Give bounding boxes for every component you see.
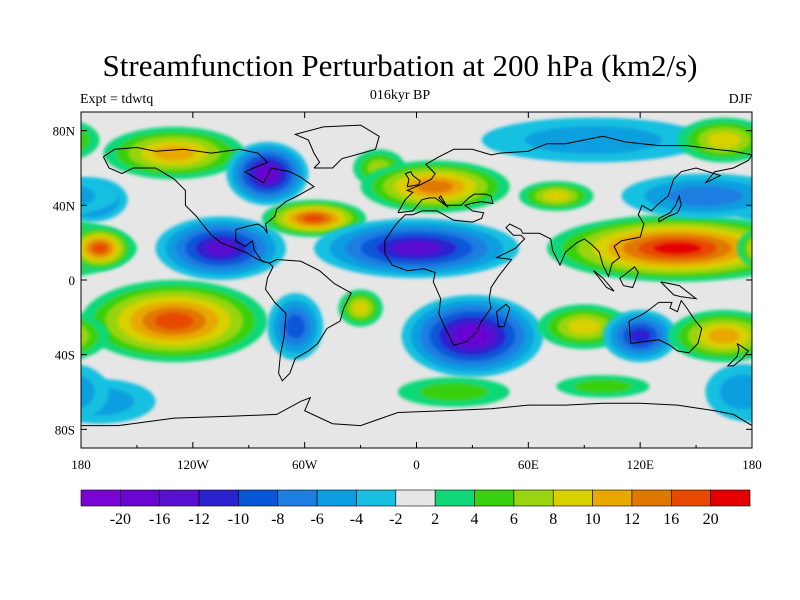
- y-tick-label: 80S: [55, 422, 75, 437]
- anomaly-south-pacific-high: [81, 280, 268, 363]
- coast-borneo: [619, 266, 639, 289]
- colorbar-swatch: [316, 489, 357, 507]
- coast-britain: [404, 171, 421, 188]
- axis-ticks: 180 120W 60W 0 60E 120E 180 80N 40N 0 40S 80S: [53, 112, 762, 472]
- colorbar-swatch: [395, 489, 436, 507]
- anomaly-tasman-high: [81, 309, 752, 363]
- anomaly-east-pacific-low: [155, 216, 287, 280]
- x-tick-label: 180: [71, 457, 91, 472]
- y-tick-label: 0: [69, 273, 76, 288]
- x-tick-label: 120E: [626, 457, 654, 472]
- colorbar-label: -10: [228, 511, 249, 528]
- colorbar-swatch: [552, 489, 593, 507]
- anomaly-dateline-high: [81, 225, 752, 271]
- anomaly-canada-low: [226, 141, 309, 206]
- anomaly-southern-ocean-low-east: [81, 364, 752, 420]
- colorbar-swatch: [474, 489, 515, 507]
- colorbar-label: 6: [510, 511, 518, 528]
- colorbar-label: -12: [188, 511, 209, 528]
- colorbar-label: -20: [110, 511, 131, 528]
- plot-title: Streamfunction Perturbation at 200 hPa (…: [102, 48, 698, 83]
- colorbar-label: 20: [703, 511, 719, 528]
- anomaly-europe-high: [360, 160, 510, 213]
- colorbar-label: 16: [663, 511, 679, 528]
- x-tick-label: 120W: [177, 457, 210, 472]
- coast-greenland: [293, 124, 380, 169]
- anomaly-alaska-high: [103, 126, 246, 180]
- colorbar: -20 -16 -12 -10 -8 -6 -4 -2 2 4 6 8 10 12 16 20: [80, 489, 751, 528]
- colorbar-label: -16: [149, 511, 170, 528]
- colorbar-swatch: [277, 489, 318, 507]
- anomaly-north-pacific-low: [81, 173, 752, 219]
- x-tick-label: 60E: [518, 457, 539, 472]
- y-tick-label: 40S: [55, 348, 75, 363]
- anomaly-south-america-low: [267, 293, 324, 361]
- coast-antarctica: [81, 396, 752, 427]
- coastlines: [81, 124, 752, 427]
- coast-australia: [628, 299, 703, 354]
- x-tick-label: 60W: [292, 457, 318, 472]
- colorbar-swatch: [513, 489, 554, 507]
- anomaly-siberia-low: [481, 117, 706, 163]
- colorbar-swatch: [198, 489, 239, 507]
- colorbar-label: 8: [549, 511, 557, 528]
- coast-sumatra: [593, 270, 615, 292]
- anomaly-australia-low: [602, 309, 678, 363]
- colorbar-swatch: [592, 489, 633, 507]
- y-tick-label: 40N: [53, 198, 76, 213]
- colorbar-swatch: [159, 489, 200, 507]
- colorbar-label: -6: [310, 511, 323, 528]
- colorbar-swatch: [80, 489, 121, 507]
- anomaly-south-atlantic-high: [338, 289, 383, 327]
- colorbar-swatch: [631, 489, 672, 507]
- colorbar-swatch: [434, 489, 475, 507]
- colorbar-label: 10: [585, 511, 601, 528]
- x-tick-label: 0: [413, 457, 420, 472]
- colorbar-swatch: [238, 489, 279, 507]
- coast-new-zealand: [726, 343, 750, 367]
- colorbar-label: 2: [431, 511, 439, 528]
- anomaly-tropical-west-pacific-high: [81, 214, 752, 282]
- colorbar-label: -4: [350, 511, 363, 528]
- period-label: 016kyr BP: [369, 88, 431, 103]
- coast-madagascar: [496, 303, 511, 328]
- colorbar-label: -2: [389, 511, 402, 528]
- colorbar-swatch: [670, 489, 711, 507]
- x-tick-label: 180: [742, 457, 762, 472]
- coast-eurasia-africa: [384, 135, 752, 346]
- colorbar-swatch: [356, 489, 397, 507]
- anomaly-southern-ocean-high-atlantic: [397, 377, 510, 407]
- coast-north-america: [102, 146, 315, 264]
- anomaly-fields: [81, 117, 752, 424]
- experiment-label: Expt = tdwtq: [80, 92, 154, 107]
- anomaly-atlantic-africa-low: [313, 218, 520, 279]
- colorbar-label: 12: [624, 511, 640, 528]
- anomaly-gulf-high: [261, 199, 367, 238]
- colorbar-label: -8: [271, 511, 284, 528]
- y-tick-label: 80N: [53, 124, 76, 139]
- anomaly-southern-ocean-high-indian: [556, 375, 650, 398]
- season-label: DJF: [728, 92, 752, 107]
- colorbar-swatch: [120, 489, 161, 507]
- colorbar-swatch: [710, 489, 751, 507]
- coast-new-guinea: [660, 281, 698, 300]
- coast-japan: [658, 194, 682, 223]
- anomaly-central-asia-high: [519, 181, 594, 211]
- coast-south-america: [264, 258, 352, 382]
- colorbar-label: 4: [471, 511, 479, 528]
